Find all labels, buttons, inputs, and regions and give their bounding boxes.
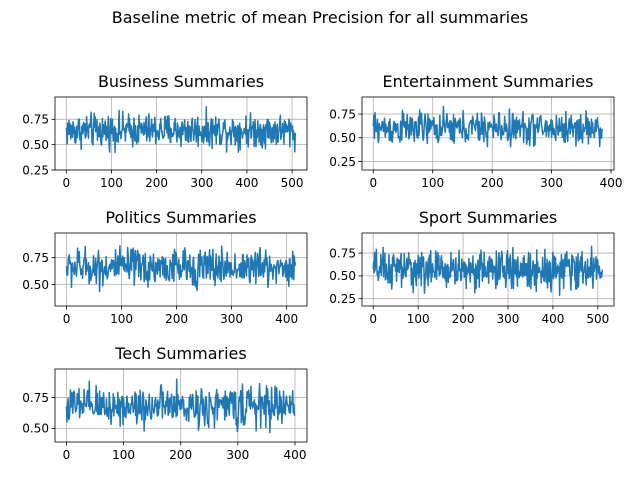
subplot-2: 0 100 200 300 400 0.25 0.50 0.75 Entertainment S…: [329, 72, 622, 190]
y-tick-label: 0.25: [329, 155, 356, 169]
y-tick-label: 0.50: [22, 278, 49, 292]
y-tick-label: 0.75: [329, 246, 356, 260]
x-tick-label: 400: [541, 312, 564, 326]
axes-frame: [54, 96, 308, 171]
subplot-title: Sport Summaries: [419, 208, 558, 227]
series-line: [372, 105, 603, 148]
x-tick-label: 400: [275, 312, 298, 326]
y-tick-label: 0.50: [22, 422, 49, 436]
y-tick-label: 0.50: [22, 138, 49, 152]
x-tick-label: 200: [481, 176, 504, 190]
y-tick-label: 0.75: [329, 107, 356, 121]
x-tick-label: 400: [284, 448, 307, 462]
subplot-1: 0 100 200 300 400 500 0.25 0.50 0.75 Business Sum…: [22, 72, 308, 190]
y-tick-label: 0.25: [22, 163, 49, 177]
series-line: [65, 245, 297, 293]
x-tick-label: 300: [226, 448, 249, 462]
series-line: [65, 106, 297, 154]
axes-frame: [361, 96, 615, 171]
subplot-4: 0 100 200 300 400 500 0.25 0.50 0.75 Sport Summar…: [329, 208, 615, 326]
series-line: [372, 245, 604, 297]
x-tick-label: 200: [145, 176, 168, 190]
y-tick-label: 0.50: [329, 269, 356, 283]
x-tick-label: 100: [407, 312, 430, 326]
axes-frame: [361, 232, 615, 307]
subplot-title: Entertainment Summaries: [382, 72, 593, 91]
x-tick-label: 100: [100, 176, 123, 190]
y-tick-label: 0.75: [22, 113, 49, 127]
x-tick-label: 400: [600, 176, 623, 190]
x-tick-label: 300: [220, 312, 243, 326]
x-tick-label: 0: [63, 312, 71, 326]
x-tick-label: 200: [452, 312, 475, 326]
x-tick-label: 500: [281, 176, 304, 190]
y-tick-label: 0.50: [329, 131, 356, 145]
y-tick-label: 0.75: [22, 391, 49, 405]
x-tick-label: 500: [586, 312, 609, 326]
y-tick-label: 0.25: [329, 292, 356, 306]
x-tick-label: 100: [110, 312, 133, 326]
x-tick-label: 300: [497, 312, 520, 326]
x-tick-label: 0: [369, 176, 377, 190]
y-tick-label: 0.75: [22, 251, 49, 265]
subplot-5: 0 100 200 300 400 0.50 0.75 Tech Summaries: [22, 344, 308, 462]
figure-title: Baseline metric of mean Precision for al…: [112, 8, 529, 27]
x-tick-label: 300: [540, 176, 563, 190]
subplot-title: Business Summaries: [98, 72, 264, 91]
x-tick-label: 200: [165, 312, 188, 326]
x-tick-label: 100: [112, 448, 135, 462]
x-tick-label: 400: [235, 176, 258, 190]
axes-frame: [54, 232, 308, 307]
subplot-title: Tech Summaries: [114, 344, 246, 363]
x-tick-label: 0: [63, 448, 71, 462]
x-tick-label: 300: [190, 176, 213, 190]
x-tick-label: 200: [169, 448, 192, 462]
subplot-3: 0 100 200 300 400 0.50 0.75 Politics Summaries: [22, 208, 308, 326]
x-tick-label: 0: [369, 312, 377, 326]
subplot-title: Politics Summaries: [105, 208, 256, 227]
x-tick-label: 0: [62, 176, 70, 190]
x-tick-label: 100: [421, 176, 444, 190]
series-line: [65, 378, 296, 434]
